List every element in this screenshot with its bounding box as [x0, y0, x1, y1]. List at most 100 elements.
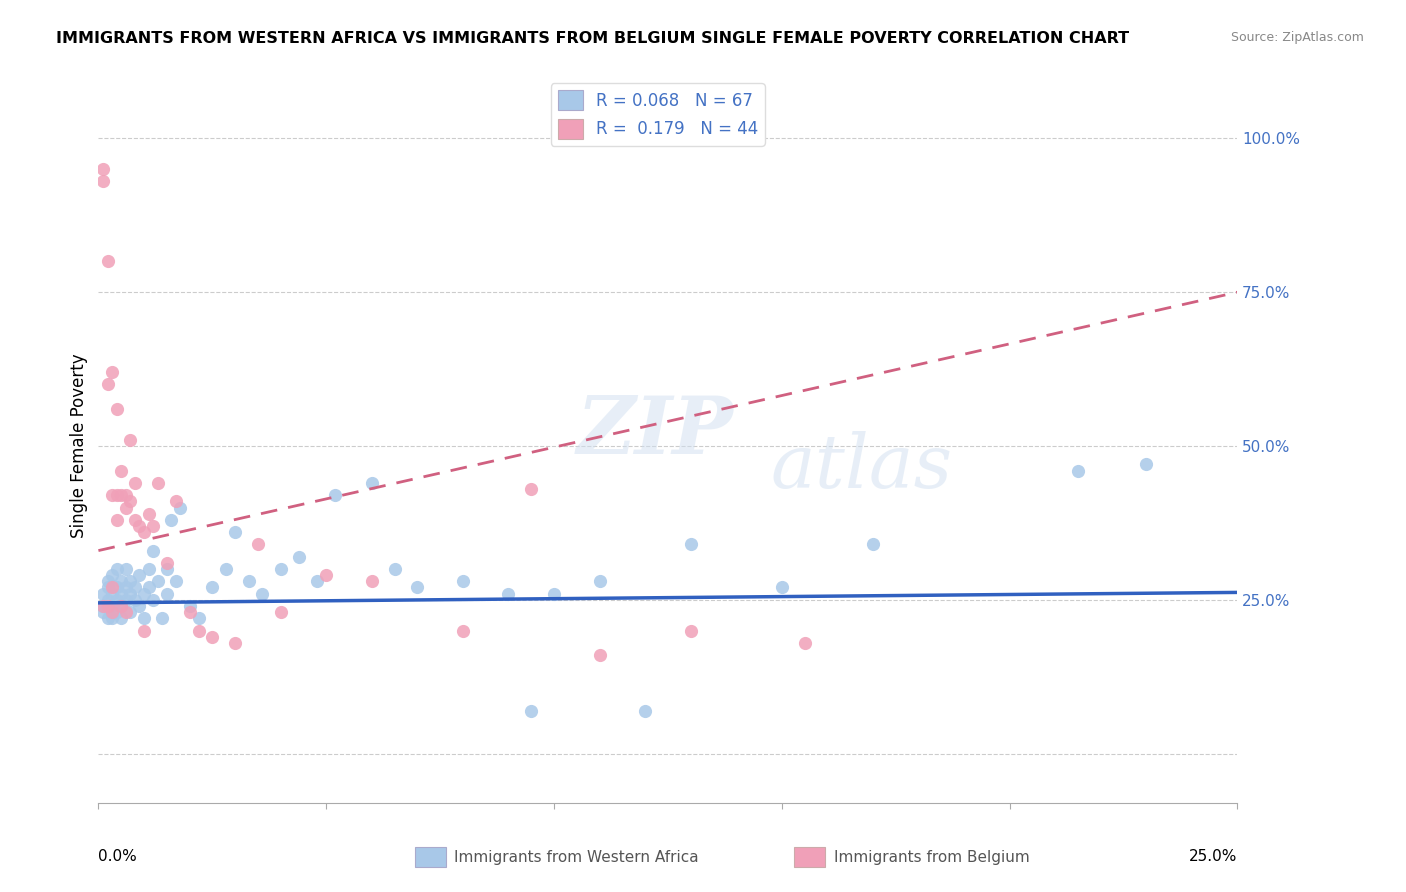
- Point: [270, 562, 292, 576]
- Text: 25.0%: 25.0%: [1189, 849, 1237, 864]
- Point: [169, 500, 191, 515]
- Point: [187, 624, 209, 638]
- Point: [138, 562, 160, 576]
- Point: [114, 605, 136, 619]
- Point: [132, 525, 155, 540]
- Point: [179, 605, 201, 619]
- Point: [91, 599, 114, 613]
- Point: [91, 174, 114, 188]
- Point: [201, 630, 224, 644]
- Point: [793, 636, 815, 650]
- Point: [105, 562, 128, 576]
- Point: [120, 433, 142, 447]
- Text: Immigrants from Western Africa: Immigrants from Western Africa: [454, 850, 699, 864]
- Point: [238, 574, 260, 589]
- Point: [252, 587, 274, 601]
- Point: [360, 574, 382, 589]
- Point: [105, 605, 128, 619]
- Point: [142, 519, 165, 533]
- Point: [124, 513, 146, 527]
- Text: ZIP: ZIP: [576, 393, 734, 470]
- Point: [114, 592, 136, 607]
- Point: [101, 587, 124, 601]
- Point: [770, 581, 793, 595]
- Point: [91, 587, 114, 601]
- Point: [679, 537, 702, 551]
- Point: [128, 568, 150, 582]
- Point: [110, 611, 132, 625]
- Point: [101, 488, 124, 502]
- Point: [588, 574, 610, 589]
- Point: [520, 482, 543, 496]
- Point: [1067, 464, 1090, 478]
- Point: [124, 581, 146, 595]
- Point: [307, 574, 329, 589]
- Point: [101, 605, 124, 619]
- Point: [101, 611, 124, 625]
- Point: [105, 402, 128, 417]
- Text: Immigrants from Belgium: Immigrants from Belgium: [834, 850, 1029, 864]
- Point: [114, 500, 136, 515]
- Point: [101, 581, 124, 595]
- Point: [110, 587, 132, 601]
- Point: [110, 574, 132, 589]
- Point: [215, 562, 238, 576]
- Point: [91, 605, 114, 619]
- Point: [132, 587, 155, 601]
- Point: [142, 592, 165, 607]
- Point: [165, 494, 187, 508]
- Point: [124, 592, 146, 607]
- Point: [165, 574, 187, 589]
- Point: [862, 537, 884, 551]
- Point: [120, 605, 142, 619]
- Text: IMMIGRANTS FROM WESTERN AFRICA VS IMMIGRANTS FROM BELGIUM SINGLE FEMALE POVERTY : IMMIGRANTS FROM WESTERN AFRICA VS IMMIGR…: [56, 31, 1129, 46]
- Point: [114, 562, 136, 576]
- Legend: R = 0.068   N = 67, R =  0.179   N = 44: R = 0.068 N = 67, R = 0.179 N = 44: [551, 83, 765, 145]
- Point: [110, 488, 132, 502]
- Point: [543, 587, 565, 601]
- Point: [246, 537, 269, 551]
- Point: [156, 562, 179, 576]
- Point: [120, 494, 142, 508]
- Point: [132, 624, 155, 638]
- Point: [679, 624, 702, 638]
- Point: [105, 513, 128, 527]
- Point: [110, 464, 132, 478]
- Point: [96, 377, 118, 392]
- Point: [120, 574, 142, 589]
- Point: [288, 549, 311, 564]
- Point: [201, 581, 224, 595]
- Point: [146, 574, 169, 589]
- Y-axis label: Single Female Poverty: Single Female Poverty: [70, 354, 89, 538]
- Point: [96, 581, 118, 595]
- Point: [634, 704, 657, 718]
- Point: [406, 581, 429, 595]
- Text: atlas: atlas: [770, 431, 952, 504]
- Point: [124, 475, 146, 490]
- Point: [315, 568, 337, 582]
- Point: [91, 162, 114, 177]
- Point: [96, 574, 118, 589]
- Point: [224, 636, 246, 650]
- Point: [270, 605, 292, 619]
- Point: [360, 475, 382, 490]
- Point: [142, 543, 165, 558]
- Point: [323, 488, 346, 502]
- Point: [384, 562, 406, 576]
- Point: [110, 599, 132, 613]
- Point: [96, 592, 118, 607]
- Point: [498, 587, 520, 601]
- Point: [91, 599, 114, 613]
- Point: [105, 592, 128, 607]
- Point: [105, 581, 128, 595]
- Point: [138, 507, 160, 521]
- Point: [187, 611, 209, 625]
- Point: [156, 587, 179, 601]
- Point: [520, 704, 543, 718]
- Point: [101, 568, 124, 582]
- Point: [96, 611, 118, 625]
- Point: [451, 624, 474, 638]
- Point: [588, 648, 610, 662]
- Point: [96, 599, 118, 613]
- Text: 0.0%: 0.0%: [98, 849, 138, 864]
